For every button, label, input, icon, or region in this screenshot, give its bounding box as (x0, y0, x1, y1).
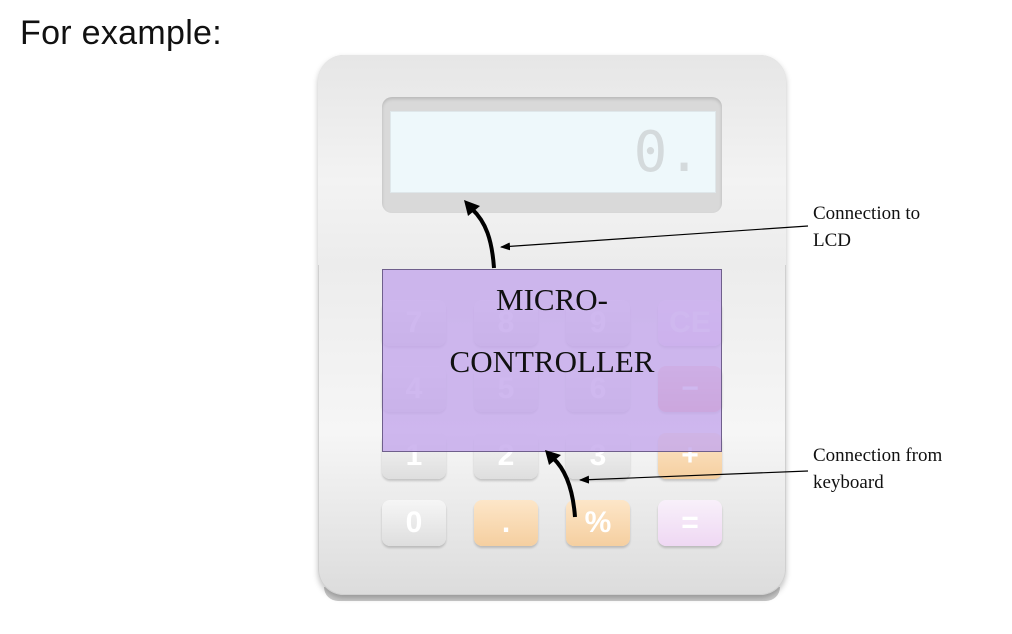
microcontroller-box: MICRO- CONTROLLER (382, 269, 722, 452)
lcd-screen: 0. (390, 111, 716, 193)
keyboard-connection-arrow (551, 456, 577, 518)
lcd-annotation-line2: LCD (813, 230, 851, 251)
lcd-connection-arrow (470, 207, 496, 269)
keyboard-connection-annotation: Connection from keyboard (813, 442, 942, 496)
lcd-annotation-pointer (500, 225, 809, 251)
lcd-readout: 0. (633, 120, 701, 185)
microcontroller-label-line1: MICRO- (496, 282, 608, 317)
calculator-key: . (474, 500, 538, 546)
microcontroller-label-line2: CONTROLLER (449, 344, 655, 379)
lcd-frame: 0. (382, 97, 722, 213)
keyboard-connection-arrowhead (545, 450, 561, 465)
lcd-connection-annotation: Connection to LCD (813, 200, 920, 254)
keyboard-annotation-pointer (579, 470, 809, 484)
lcd-annotation-line1: Connection to (813, 203, 921, 224)
calculator-key: % (566, 500, 630, 546)
lcd-connection-arrowhead (464, 200, 480, 216)
keyboard-annotation-line2: keyboard (813, 472, 884, 493)
page-heading: For example: (20, 14, 223, 52)
calculator-key: = (658, 500, 722, 546)
calculator-key: 0 (382, 500, 446, 546)
keyboard-annotation-line1: Connection from (813, 445, 943, 466)
